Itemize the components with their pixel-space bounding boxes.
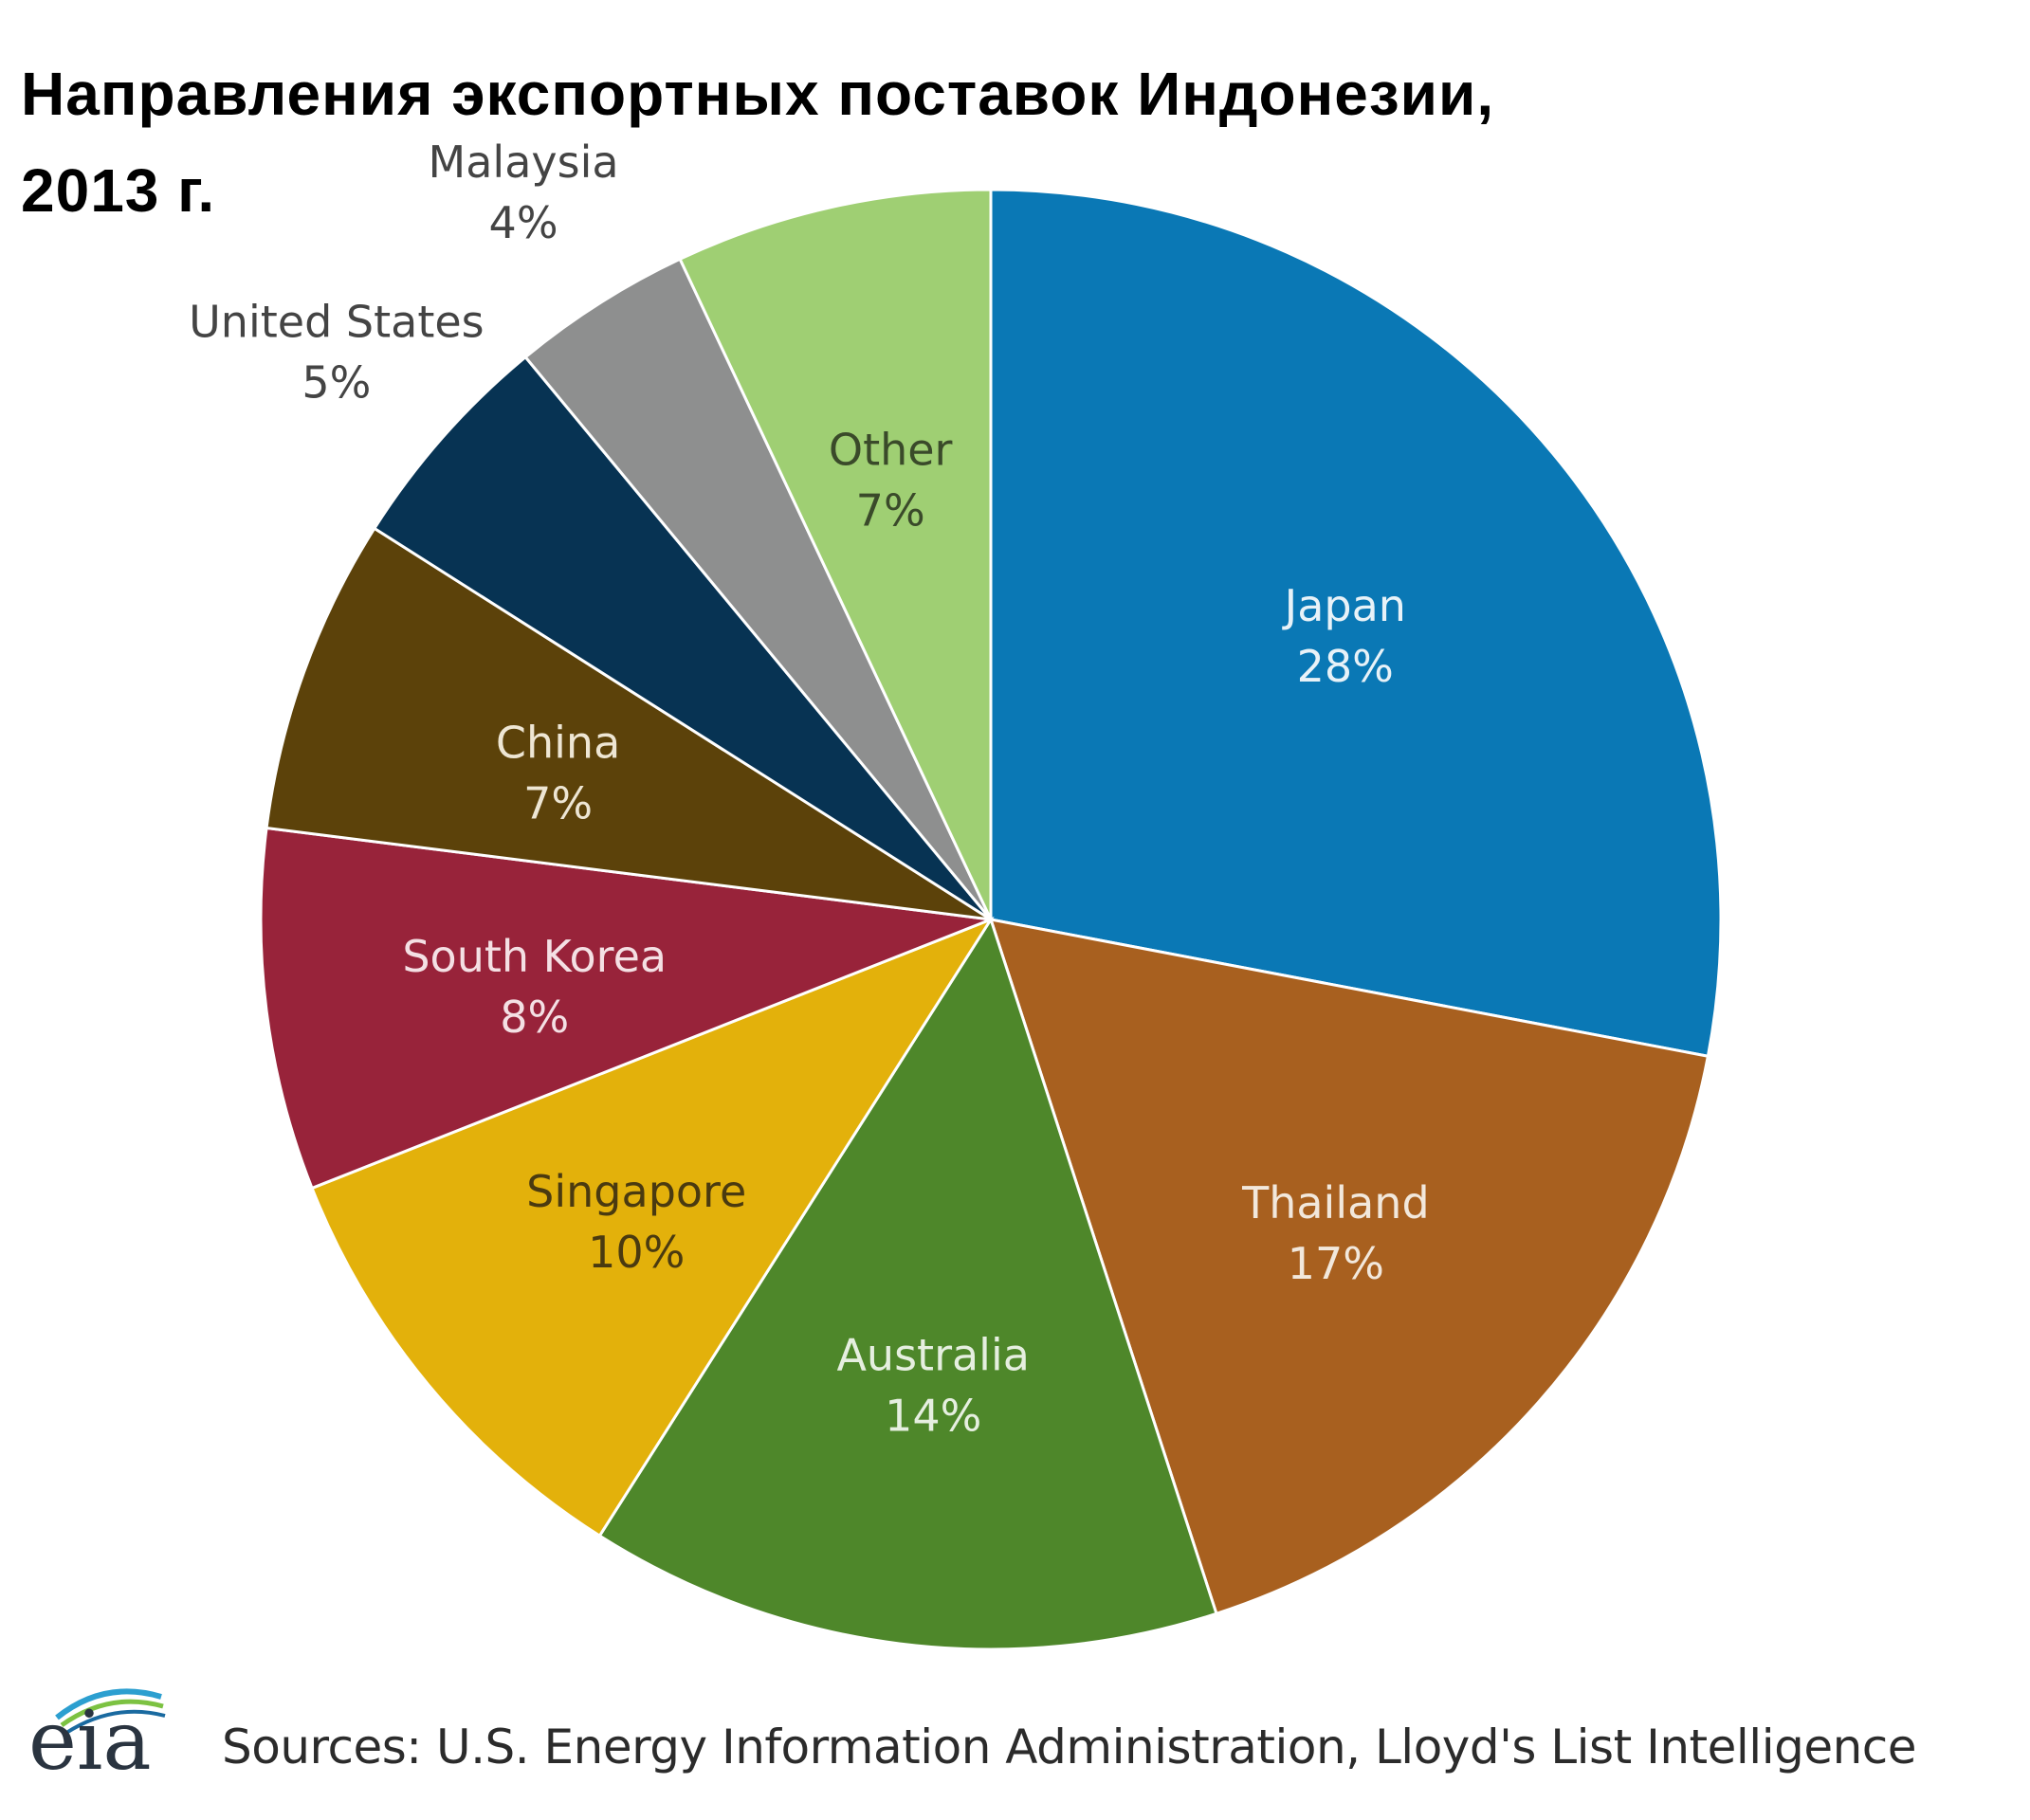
eia-logo-text: eia bbox=[28, 1694, 152, 1789]
slice-value-thailand: 17% bbox=[1288, 1238, 1384, 1289]
pie-slices bbox=[259, 188, 1723, 1651]
slice-label-other: Other bbox=[829, 425, 953, 476]
slice-label-malaysia: Malaysia bbox=[429, 136, 619, 188]
slice-label-china: China bbox=[496, 718, 620, 769]
slice-value-malaysia: 4% bbox=[489, 197, 558, 248]
chart-title: Направления экспортных поставок Индонези… bbox=[21, 46, 1917, 239]
slice-value-china: 7% bbox=[523, 778, 593, 829]
pie-slice-japan bbox=[989, 188, 1723, 1059]
pie-slice-malaysia bbox=[523, 257, 993, 920]
slice-label-south-korea: South Korea bbox=[402, 931, 667, 982]
source-note: Sources: U.S. Energy Information Adminis… bbox=[222, 1720, 1917, 1774]
slice-value-united-states: 5% bbox=[302, 357, 371, 409]
pie-slice-south-korea bbox=[259, 826, 992, 1191]
eia-logo: eia bbox=[19, 1680, 190, 1784]
pie-slice-united-states bbox=[372, 355, 993, 921]
slice-label-australia: Australia bbox=[836, 1329, 1029, 1380]
pie-labels: Japan 28% Thailand 17% Australia 14% Singapore… bbox=[189, 136, 1430, 1441]
slice-value-south-korea: 8% bbox=[500, 992, 569, 1043]
chart-title-line-1: Направления экспортных поставок Индонези… bbox=[21, 60, 1495, 128]
pie-chart: Japan 28% Thailand 17% Australia 14% Singapore… bbox=[189, 136, 1723, 1651]
slice-label-singapore: Singapore bbox=[526, 1166, 746, 1217]
chart-footer: eia Sources: U.S. Energy Information Adm… bbox=[19, 1680, 1917, 1784]
pie-slice-other bbox=[678, 188, 993, 920]
eia-logo-swoosh-icon bbox=[55, 1688, 166, 1735]
slice-value-other: 7% bbox=[856, 485, 925, 537]
slice-value-singapore: 10% bbox=[588, 1227, 685, 1278]
slice-value-japan: 28% bbox=[1297, 641, 1394, 692]
slice-label-japan: Japan bbox=[1282, 580, 1406, 631]
slice-label-thailand: Thailand bbox=[1241, 1177, 1430, 1228]
chart-title-line-2: 2013 г. bbox=[21, 156, 216, 225]
pie-slice-thailand bbox=[988, 918, 1710, 1616]
slice-value-australia: 14% bbox=[885, 1390, 981, 1441]
slice-label-united-states: United States bbox=[189, 297, 485, 348]
pie-slice-china bbox=[265, 526, 992, 921]
pie-slice-australia bbox=[597, 916, 1218, 1651]
pie-slice-singapore bbox=[310, 916, 995, 1538]
